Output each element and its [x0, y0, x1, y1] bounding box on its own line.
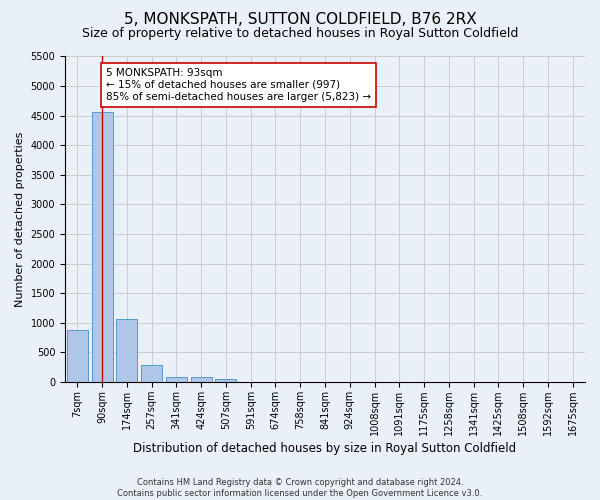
- Bar: [215, 378, 236, 382]
- Text: 5 MONKSPATH: 93sqm
← 15% of detached houses are smaller (997)
85% of semi-detach: 5 MONKSPATH: 93sqm ← 15% of detached hou…: [106, 68, 371, 102]
- Text: Contains HM Land Registry data © Crown copyright and database right 2024.
Contai: Contains HM Land Registry data © Crown c…: [118, 478, 482, 498]
- Bar: [116, 319, 137, 382]
- Text: Size of property relative to detached houses in Royal Sutton Coldfield: Size of property relative to detached ho…: [82, 28, 518, 40]
- Text: 5, MONKSPATH, SUTTON COLDFIELD, B76 2RX: 5, MONKSPATH, SUTTON COLDFIELD, B76 2RX: [124, 12, 476, 28]
- Bar: [191, 378, 212, 382]
- Bar: [141, 365, 162, 382]
- X-axis label: Distribution of detached houses by size in Royal Sutton Coldfield: Distribution of detached houses by size …: [133, 442, 517, 455]
- Bar: [166, 377, 187, 382]
- Bar: [92, 112, 113, 382]
- Bar: [67, 330, 88, 382]
- Y-axis label: Number of detached properties: Number of detached properties: [15, 132, 25, 307]
